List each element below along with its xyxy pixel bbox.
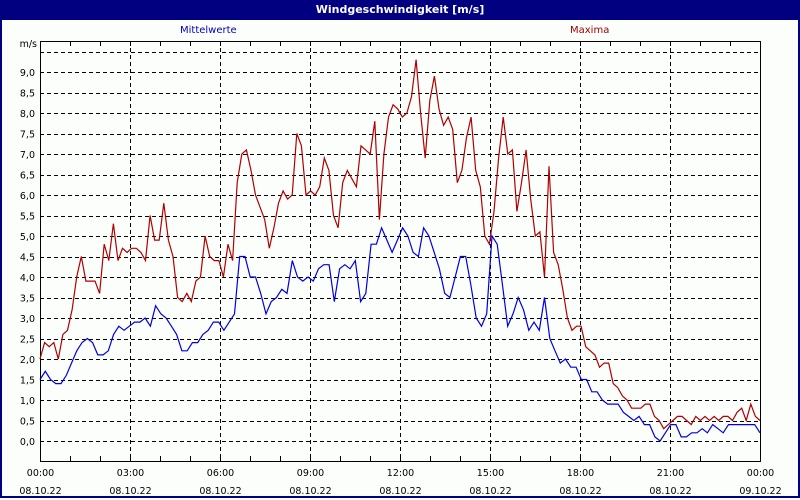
y-tick-label: 1,0 [20, 396, 35, 407]
x-tick-date: 08.10.22 [379, 486, 421, 497]
x-tick-date: 09.10.22 [739, 486, 781, 497]
y-tick-label: 8,5 [20, 89, 35, 100]
plot-frame [40, 41, 761, 462]
y-tick-label: 3,0 [20, 314, 35, 325]
x-tick-date: 08.10.22 [109, 486, 151, 497]
legend-max: Maxima [570, 25, 610, 36]
x-tick-time: 06:00 [207, 468, 234, 479]
x-tick-time: 09:00 [297, 468, 324, 479]
y-tick-label: 9,0 [20, 68, 35, 79]
x-tick-date: 08.10.22 [559, 486, 601, 497]
x-tick-date: 08.10.22 [289, 486, 331, 497]
x-tick-time: 12:00 [387, 468, 414, 479]
y-tick-label: 4,5 [20, 253, 35, 264]
series-maxima [39, 59, 761, 430]
x-tick-date: 08.10.22 [469, 486, 511, 497]
y-tick-label: 0,0 [20, 437, 35, 448]
y-tick-label: 6,5 [20, 171, 35, 182]
y-tick-label: 0,5 [20, 417, 35, 428]
series-mittelwerte [39, 226, 761, 442]
y-tick-label: 4,0 [20, 273, 35, 284]
y-tick-label: 5,0 [20, 232, 35, 243]
x-tick-date: 08.10.22 [199, 486, 241, 497]
y-tick-label: 5,5 [20, 212, 35, 223]
x-tick-time: 21:00 [657, 468, 684, 479]
x-tick-time: 15:00 [477, 468, 504, 479]
y-tick-label: 7,0 [20, 150, 35, 161]
y-axis-unit: m/s [20, 39, 37, 50]
x-tick-date: 08.10.22 [649, 486, 691, 497]
y-tick-label: 8,0 [20, 109, 35, 120]
y-tick-label: 2,0 [20, 355, 35, 366]
x-tick-time: 00:00 [747, 468, 774, 479]
y-tick-label: 1,5 [20, 376, 35, 387]
y-tick-label: 3,5 [20, 294, 35, 305]
x-tick-time: 18:00 [567, 468, 594, 479]
x-tick-time: 00:00 [27, 468, 54, 479]
y-tick-label: 6,0 [20, 191, 35, 202]
x-tick-time: 03:00 [117, 468, 144, 479]
legend-mean: Mittelwerte [180, 25, 237, 36]
y-tick-label: 2,5 [20, 335, 35, 346]
x-tick-date: 08.10.22 [19, 486, 61, 497]
y-tick-label: 7,5 [20, 130, 35, 141]
window-title: Windgeschwindigkeit [m/s] [0, 0, 800, 20]
